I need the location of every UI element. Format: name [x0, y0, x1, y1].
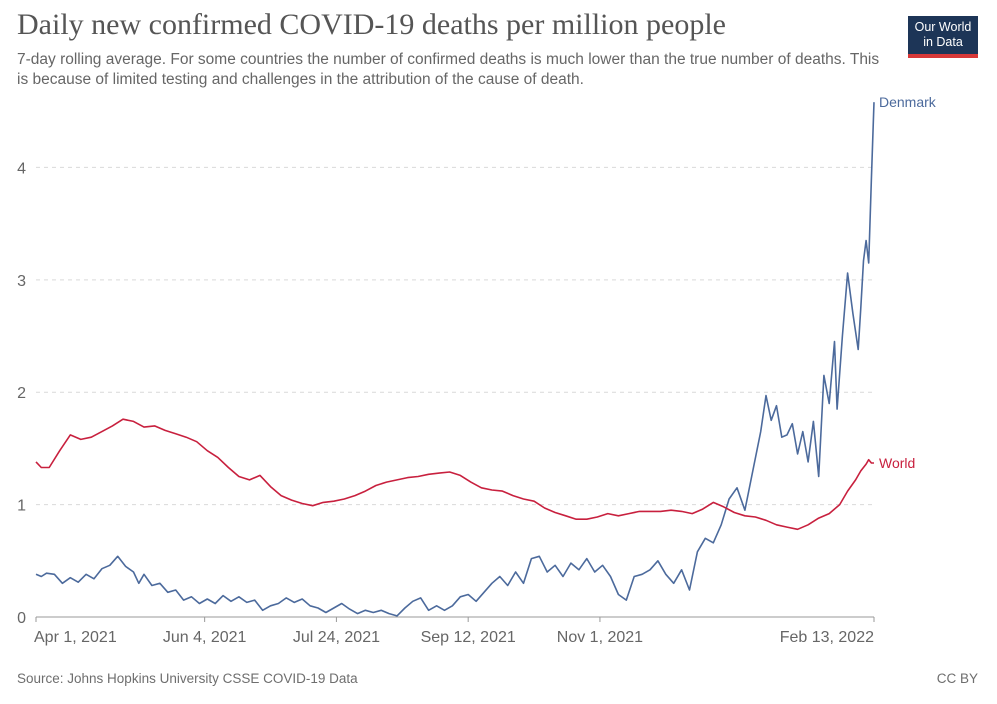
- x-tick-label: Jul 24, 2021: [293, 629, 380, 646]
- logo-line-1: Our World: [914, 20, 972, 34]
- series-label-denmark[interactable]: Denmark: [879, 94, 937, 110]
- grid-lines: [36, 166, 874, 506]
- y-tick-label: 2: [17, 385, 26, 402]
- y-tick-label: 4: [17, 160, 26, 177]
- axes: 0 1 2 3 4 Apr 1, 2021 Jun 4, 2021 Jul 24, 2021 S…: [17, 160, 875, 646]
- chart-title: Daily new confirmed COVID-19 deaths per …: [17, 8, 726, 41]
- source-note: Source: Johns Hopkins University CSSE CO…: [17, 671, 358, 686]
- series-line-denmark[interactable]: [35, 102, 875, 617]
- series-lines: [35, 102, 875, 617]
- y-tick-label: 0: [17, 610, 26, 627]
- logo-line-2: in Data: [923, 35, 963, 49]
- x-tick-label: Nov 1, 2021: [557, 629, 643, 646]
- x-tick-label: Sep 12, 2021: [421, 629, 516, 646]
- series-label-world[interactable]: World: [879, 455, 915, 471]
- x-tick-label: Apr 1, 2021: [34, 629, 117, 646]
- x-tick-label: Feb 13, 2022: [780, 629, 874, 646]
- y-tick-label: 3: [17, 273, 26, 290]
- series-labels: Denmark World: [879, 94, 937, 471]
- y-tick-label: 1: [17, 498, 26, 515]
- license-link[interactable]: CC BY: [936, 671, 978, 686]
- owid-logo[interactable]: Our World in Data: [908, 16, 978, 58]
- series-line-world[interactable]: [35, 418, 874, 531]
- x-tick-label: Jun 4, 2021: [163, 629, 247, 646]
- chart-subtitle: 7-day rolling average. For some countrie…: [17, 51, 880, 88]
